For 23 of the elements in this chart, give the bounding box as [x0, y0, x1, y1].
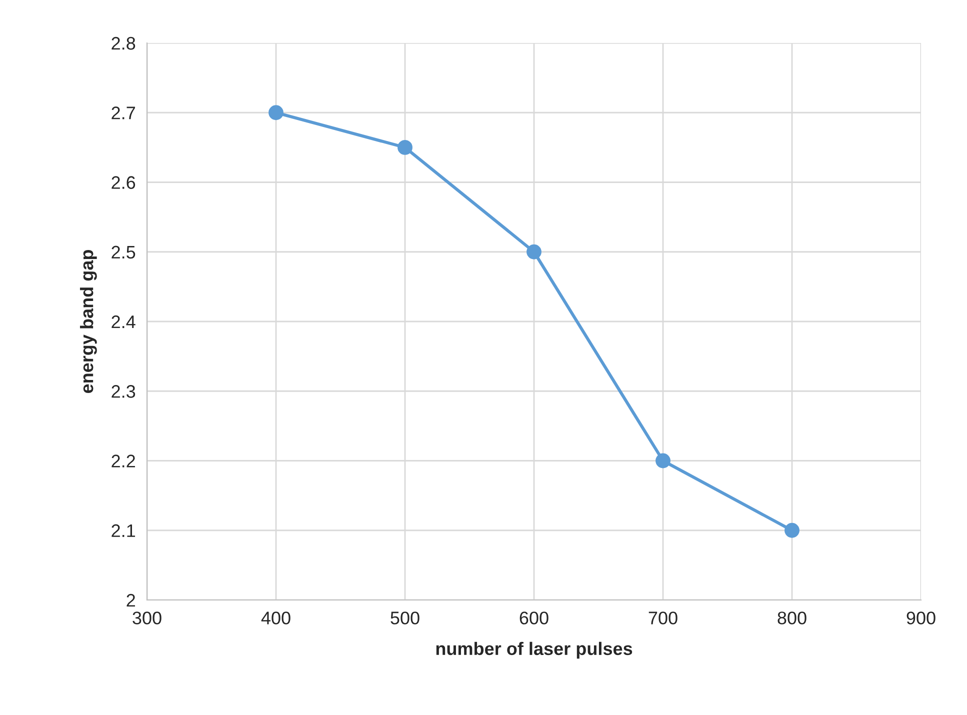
y-tick-label: 2.2: [112, 454, 135, 468]
point: [268, 105, 284, 120]
x-tick-label: 900: [906, 612, 936, 624]
point: [526, 244, 542, 260]
y-tick-label: 2.7: [112, 106, 135, 120]
x-tick-label: 400: [261, 612, 290, 624]
x-tick-label: 500: [390, 612, 420, 624]
x-tick-label: 600: [520, 612, 548, 624]
y-axis-title: energy band gap: [80, 250, 97, 394]
y-tick-label: 2.6: [112, 176, 136, 189]
x-axis-title: number of laser pulses: [436, 642, 632, 659]
point: [398, 140, 412, 155]
x-tick-label: 300: [132, 612, 162, 624]
y-tick-label: 2.3: [112, 385, 136, 398]
y-tick-label: 2.4: [112, 315, 136, 328]
y-tick-label: 2.8: [112, 36, 136, 50]
x-tick-label: 700: [648, 612, 678, 624]
x-tick-label: 800: [778, 612, 806, 624]
y-tick-label: 2.1: [112, 524, 136, 537]
point: [784, 522, 800, 538]
y-tick-label: 2.5: [112, 246, 136, 259]
point: [656, 453, 670, 468]
y-tick-label: 2: [126, 594, 135, 607]
